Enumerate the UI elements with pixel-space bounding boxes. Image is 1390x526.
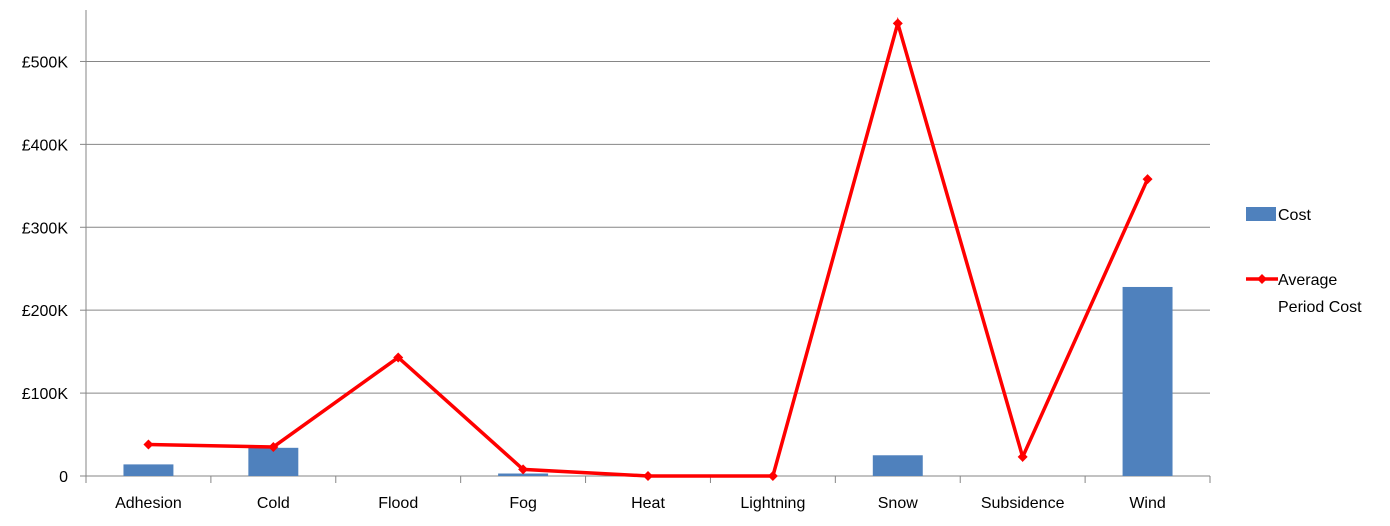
grid [86, 60, 1210, 394]
line-point-lightning [767, 471, 778, 481]
y-tick-label: £500K [22, 54, 69, 71]
bar-fog [498, 473, 549, 476]
line-point-cold [268, 441, 279, 452]
bar-adhesion [123, 464, 174, 476]
x-tick-label: Flood [378, 495, 418, 512]
line-point-heat [643, 471, 653, 481]
line-series [143, 16, 1153, 481]
tick-labels: 0 £100K £200K £300K £400K £500K Adhesion Cold Fl… [22, 54, 1166, 512]
x-tick-label: Lightning [740, 495, 805, 512]
bar-series [123, 286, 1173, 476]
bar-snow [872, 455, 923, 476]
legend-label-cost: Cost [1278, 207, 1311, 224]
x-tick-label: Snow [878, 495, 918, 512]
line-point-adhesion [143, 439, 154, 450]
x-tick-label: Subsidence [981, 495, 1065, 512]
line-path [148, 16, 1150, 478]
legend-marker-line [1257, 274, 1267, 284]
x-tick-label: Cold [257, 495, 290, 512]
x-tick-label: Adhesion [115, 495, 182, 512]
y-tick-label: 0 [59, 469, 68, 486]
y-tick-label: £200K [22, 303, 69, 320]
axes [80, 10, 1211, 483]
y-tick-label: £300K [22, 220, 69, 237]
bar-cold [248, 447, 299, 476]
x-tick-label: Fog [509, 495, 537, 512]
bar-wind [1122, 286, 1173, 476]
line-point-flood [393, 352, 404, 363]
line-point-fog [518, 464, 529, 475]
legend-swatch-cost [1246, 207, 1276, 221]
x-tick-label: Heat [631, 495, 665, 512]
y-tick-label: £100K [22, 386, 69, 403]
x-tick-label: Wind [1129, 495, 1165, 512]
legend-label-average-period-cost: Average Period Cost [1278, 272, 1362, 316]
line-point-snow [892, 18, 903, 29]
y-tick-label: £400K [22, 137, 69, 154]
legend: Cost Average Period Cost [1246, 207, 1362, 316]
line-point-subsidence [1017, 451, 1028, 462]
line-point-wind [1142, 174, 1153, 185]
